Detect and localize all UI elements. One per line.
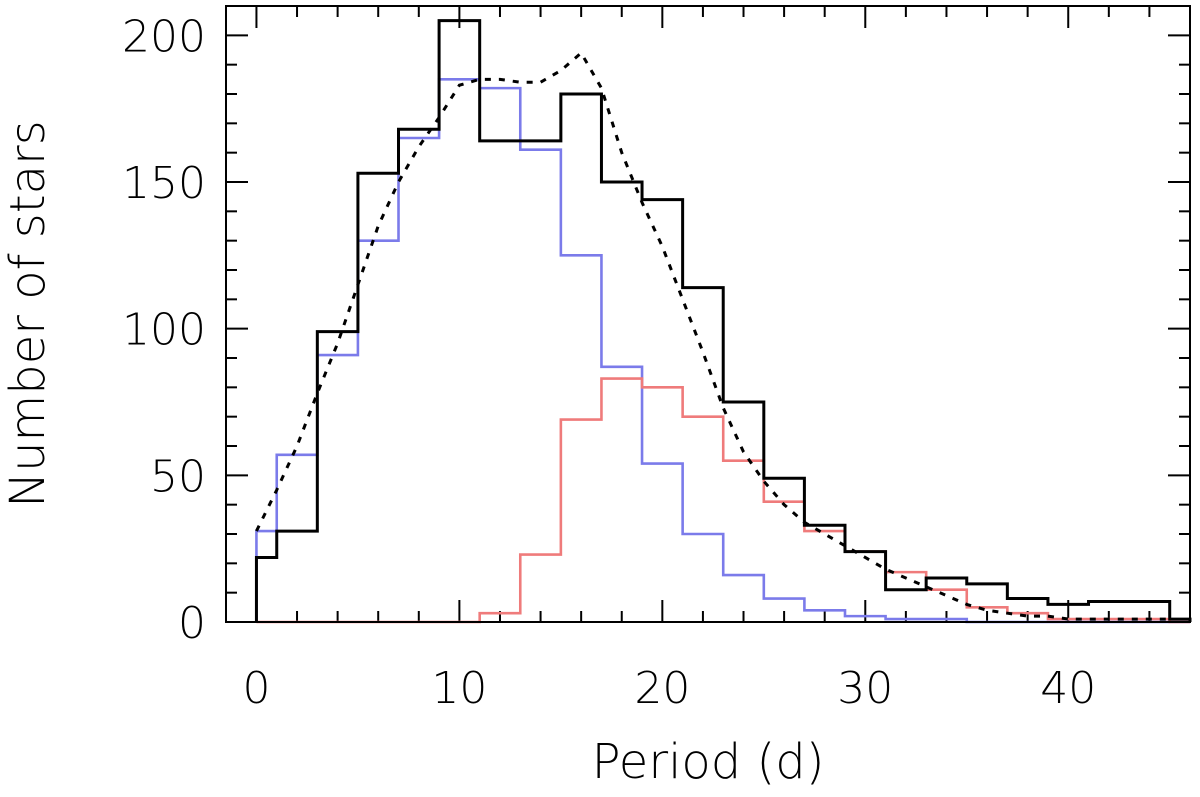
- y-axis-title: Number of stars: [0, 120, 56, 508]
- model-dotted-line: [255, 50, 1170, 621]
- y-tick-label: 200: [122, 11, 206, 62]
- plot-series: [254, 19, 1192, 624]
- plot-frame: [225, 5, 1191, 623]
- y-tick-label: 100: [122, 305, 206, 356]
- x-tick-label: 30: [837, 663, 893, 714]
- x-tick-label: 20: [634, 663, 690, 714]
- y-tick-label: 0: [178, 598, 206, 649]
- x-tick-label: 0: [242, 663, 270, 714]
- x-tick-label: 40: [1040, 663, 1096, 714]
- histogram-series-2: [256, 377, 1190, 624]
- histogram-series-0: [254, 19, 1192, 622]
- axis-ticks: [226, 5, 1191, 623]
- y-tick-label: 150: [122, 158, 206, 209]
- x-axis-title: Period (d): [592, 734, 825, 790]
- tick-labels: 0 10 20 30 40 0 50 100 150 200: [122, 11, 1096, 714]
- y-tick-label: 50: [150, 451, 206, 502]
- x-tick-label: 10: [431, 663, 487, 714]
